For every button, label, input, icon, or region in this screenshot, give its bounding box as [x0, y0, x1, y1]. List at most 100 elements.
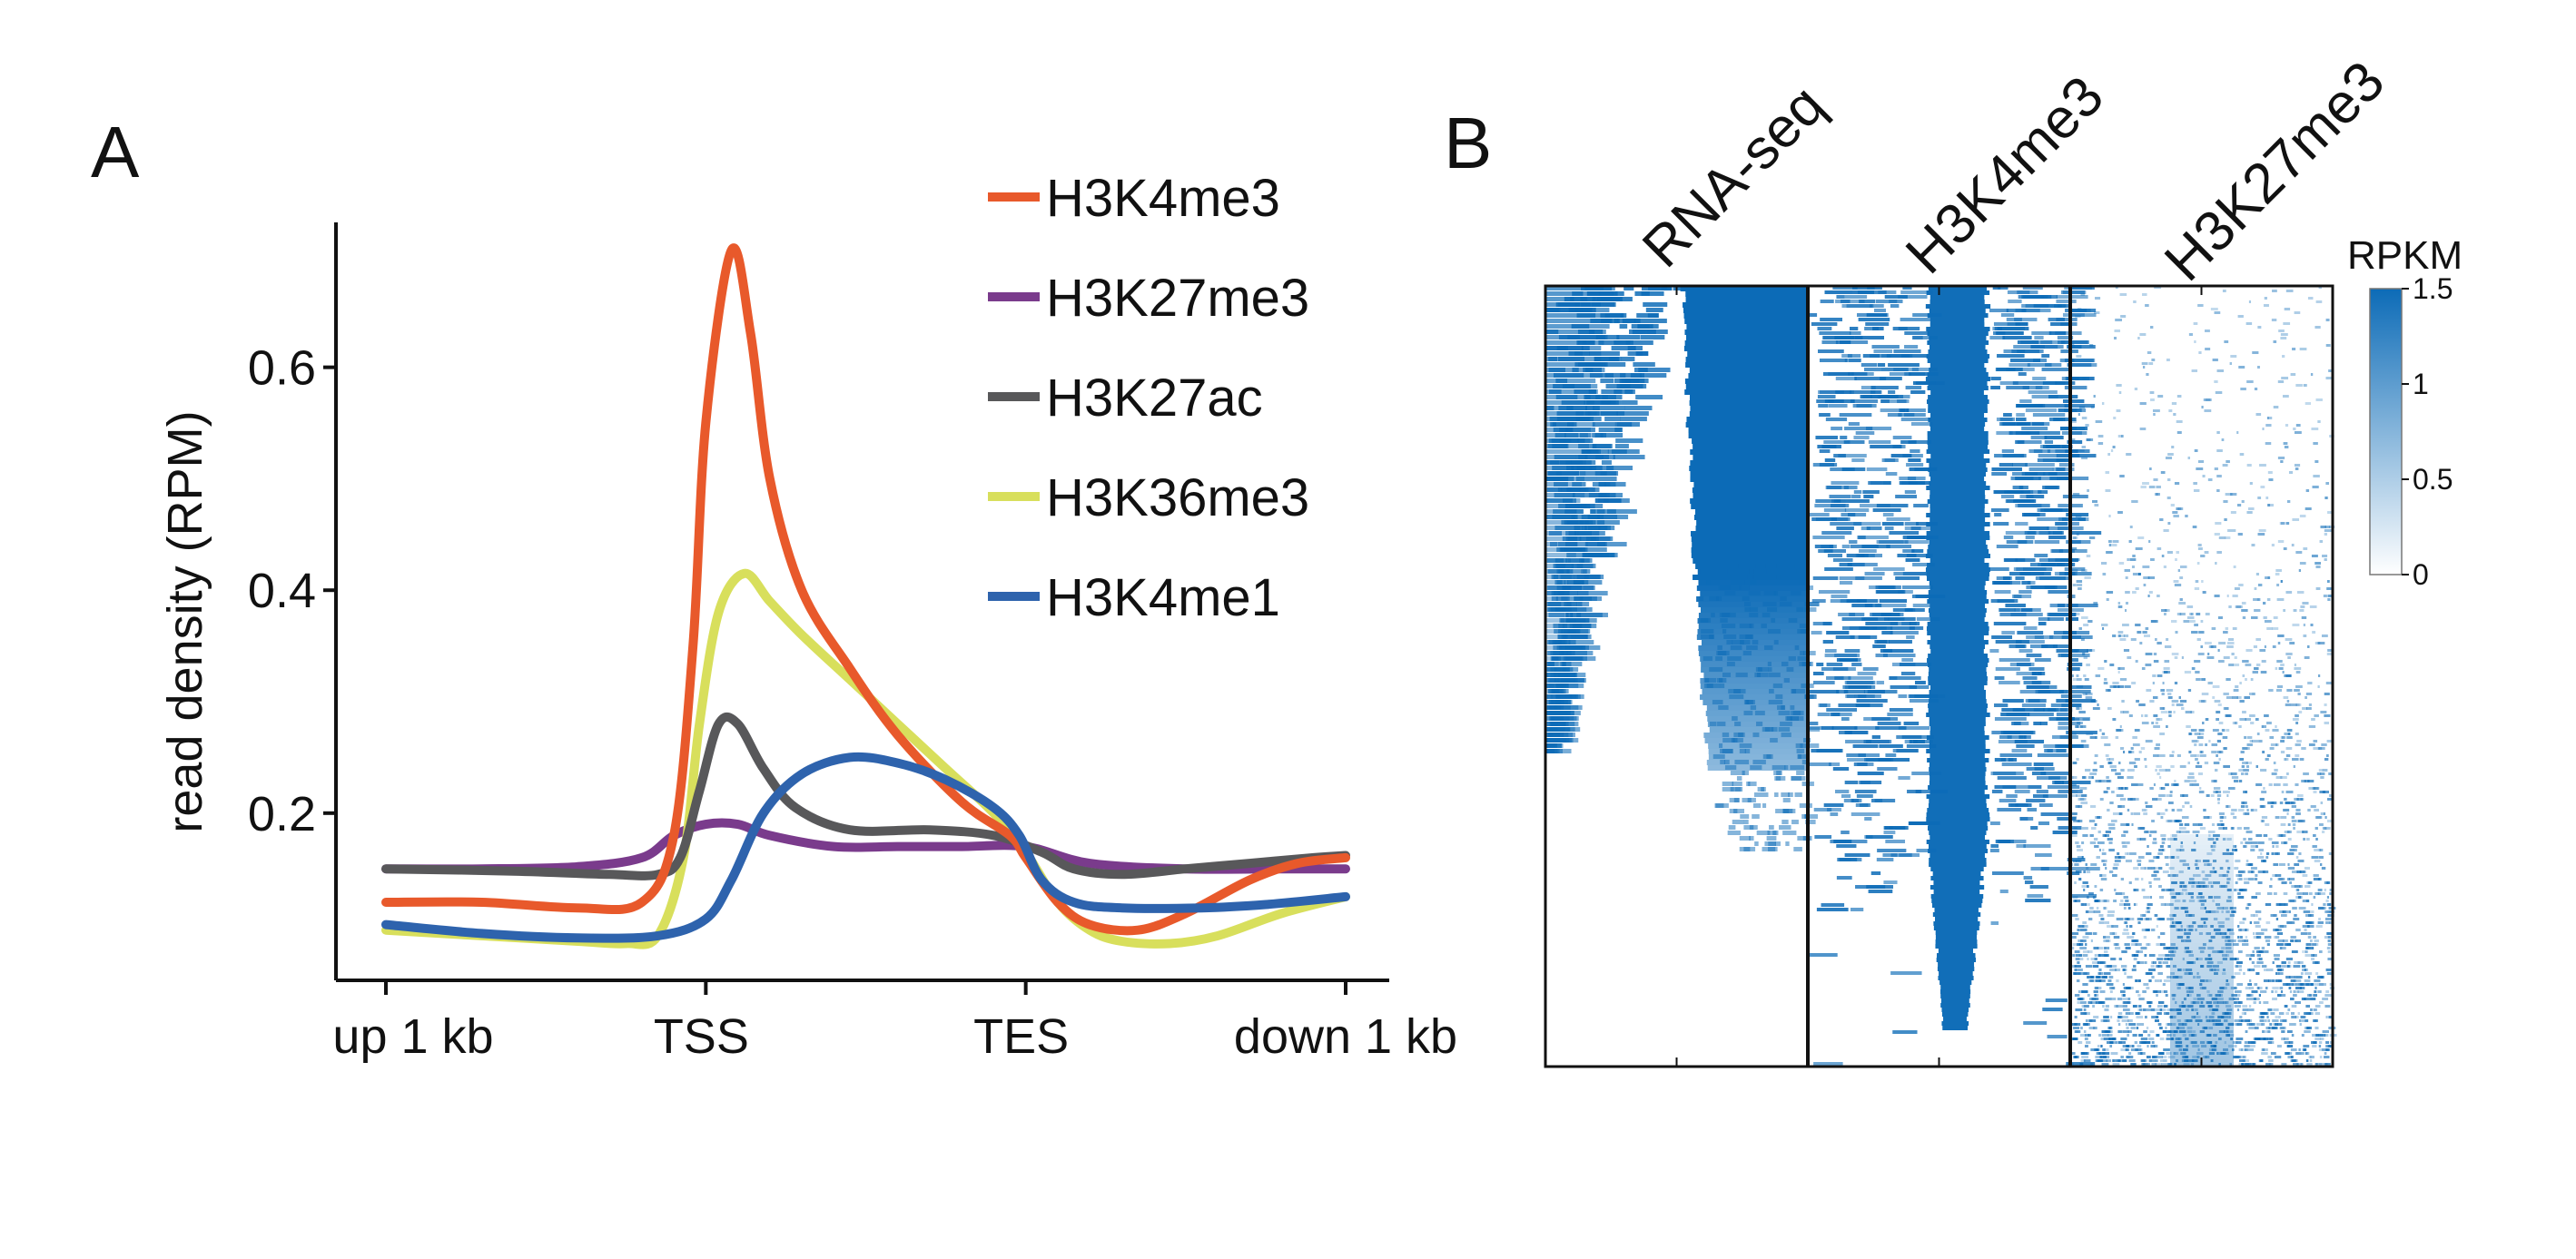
heatmap-cell: [2018, 486, 2028, 489]
heatmap-cell: [1718, 705, 1729, 710]
heatmap-cell: [2233, 689, 2239, 692]
heatmap-cell: [2286, 500, 2291, 503]
heatmap-cell: [2304, 870, 2306, 873]
heatmap-cell: [2120, 315, 2127, 318]
heatmap-cell: [2273, 863, 2279, 866]
heatmap-cell: [2167, 856, 2174, 859]
heatmap-cell: [2307, 809, 2311, 811]
heatmap-cell: [2232, 845, 2236, 848]
heatmap-cell: [2141, 878, 2144, 880]
heatmap-cell: [2090, 863, 2097, 866]
heatmap-cell: [2037, 458, 2070, 462]
heatmap-cell: [2225, 1001, 2229, 1004]
heatmap-cell: [2210, 885, 2214, 888]
heatmap-cell: [1546, 705, 1564, 710]
heatmap-cell: [1779, 602, 1792, 606]
heatmap-cell: [2121, 1016, 2128, 1018]
heatmap-cell: [1712, 754, 1725, 759]
heatmap-cell: [1930, 300, 1985, 304]
heatmap-cell: [1579, 471, 1607, 476]
heatmap-cell: [2170, 765, 2175, 768]
heatmap-cell: [2250, 867, 2257, 870]
heatmap-cell: [2252, 351, 2259, 354]
heatmap-cell: [2265, 852, 2270, 855]
heatmap-cell: [2091, 827, 2097, 830]
heatmap-cell: [2222, 736, 2228, 739]
heatmap-cell: [1856, 794, 1873, 798]
heatmap-cell: [2081, 827, 2088, 830]
heatmap-cell: [1926, 486, 1990, 490]
heatmap-cell: [2235, 605, 2243, 608]
heatmap-cell: [2092, 769, 2097, 772]
heatmap-cell: [2208, 994, 2213, 997]
heatmap-cell: [1817, 713, 1831, 716]
heatmap-cell: [2325, 377, 2333, 379]
heatmap-cell: [2196, 896, 2202, 899]
heatmap-cell: [2264, 297, 2267, 300]
heatmap-cell: [2125, 918, 2131, 920]
heatmap-cell: [1692, 487, 1808, 493]
heatmap-cell: [2310, 998, 2316, 1000]
heatmap-cell: [1570, 547, 1582, 552]
heatmap-cell: [2205, 398, 2213, 401]
heatmap-cell: [2169, 1008, 2176, 1011]
heatmap-cell: [2222, 464, 2228, 467]
heatmap-cell: [2119, 475, 2125, 477]
heatmap-cell: [2078, 878, 2082, 880]
heatmap-cell: [2167, 522, 2171, 525]
heatmap-cell: [1637, 324, 1650, 329]
heatmap-cell: [2109, 987, 2116, 989]
heatmap-cell: [1928, 608, 1987, 613]
heatmap-cell: [1907, 536, 1939, 539]
heatmap-cell: [2179, 613, 2186, 615]
heatmap-cell: [2180, 841, 2183, 844]
heatmap-cell: [2178, 696, 2181, 699]
heatmap-cell: [2082, 954, 2088, 957]
heatmap-cell: [2145, 802, 2148, 804]
heatmap-cell: [2031, 772, 2047, 775]
heatmap-cell: [2259, 1038, 2266, 1040]
heatmap-cell: [2247, 1019, 2253, 1022]
heatmap-cell: [2191, 631, 2198, 634]
heatmap-cell: [2283, 696, 2289, 699]
heatmap-cell: [2174, 783, 2179, 786]
heatmap-cell: [2231, 976, 2235, 979]
heatmap-cell: [1858, 781, 1870, 784]
heatmap-cell: [2272, 729, 2279, 732]
heatmap-cell: [2237, 939, 2244, 942]
heatmap-cell: [2010, 477, 2034, 480]
line-chart-series: [381, 243, 1350, 949]
heatmap-cell: [2213, 791, 2218, 793]
heatmap-cell: [2192, 914, 2196, 917]
heatmap-cell: [2095, 979, 2102, 982]
heatmap-cell: [2241, 602, 2246, 605]
heatmap-cell: [1554, 667, 1579, 672]
heatmap-cell: [1814, 504, 1846, 507]
heatmap-cell: [2230, 987, 2236, 989]
heatmap-cell: [2023, 876, 2033, 880]
heatmap-cell: [2285, 976, 2291, 979]
heatmap-cell: [2249, 482, 2253, 485]
heatmap-cell: [2077, 979, 2079, 982]
heatmap-cell: [1999, 418, 2015, 421]
heatmap-cell: [2260, 1016, 2265, 1018]
heatmap-cell: [2178, 1027, 2186, 1029]
heatmap-cell: [2179, 907, 2186, 910]
heatmap-cell: [2166, 497, 2171, 499]
heatmap-cell: [2275, 903, 2282, 906]
heatmap-cell: [2275, 743, 2279, 746]
heatmap-cell: [2148, 1005, 2152, 1008]
heatmap-cell: [2313, 834, 2316, 837]
heatmap-cell: [2188, 900, 2196, 902]
heatmap-cell: [1708, 749, 1808, 754]
heatmap-cell: [2176, 431, 2182, 434]
heatmap-cell: [2305, 1019, 2309, 1022]
heatmap-cell: [2075, 1008, 2083, 1011]
heatmap-cell: [2205, 1016, 2208, 1018]
heatmap-cell: [2169, 1016, 2173, 1018]
heatmap-cell: [2092, 707, 2100, 710]
heatmap-cell: [1690, 498, 1808, 504]
heatmap-cell: [2150, 620, 2158, 623]
heatmap-cell: [1943, 1017, 1967, 1021]
heatmap-cell: [2219, 885, 2226, 888]
